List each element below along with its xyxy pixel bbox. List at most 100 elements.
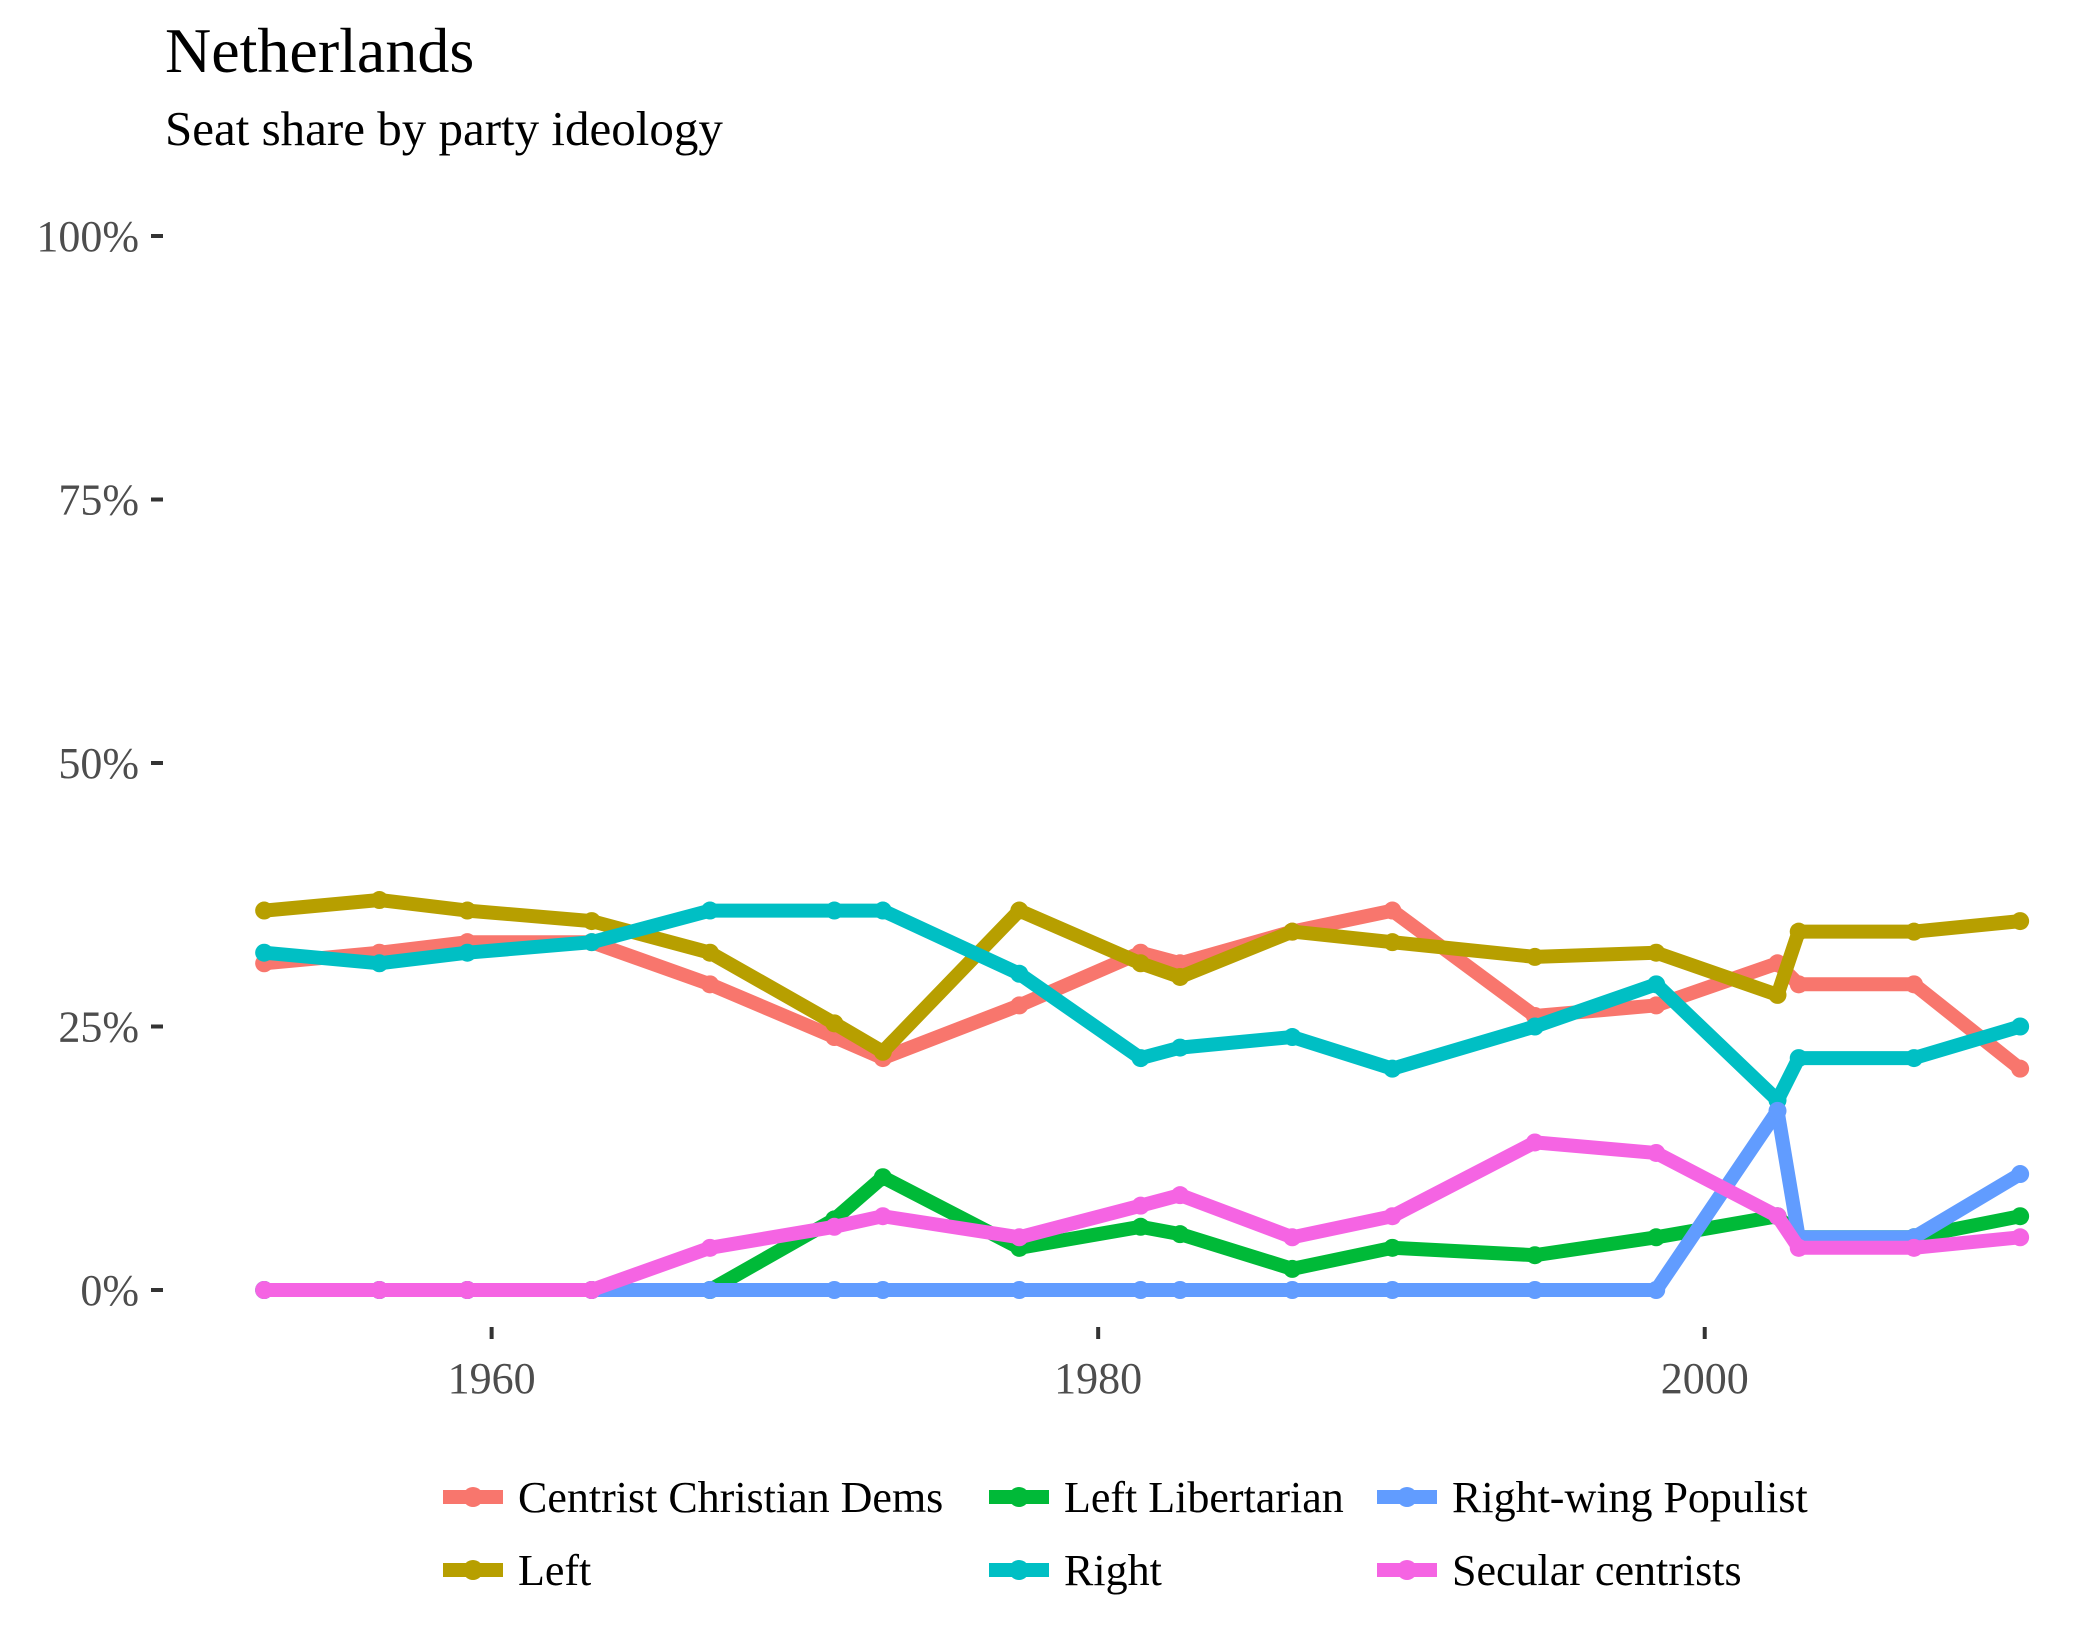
legend-label: Left (518, 1546, 591, 1595)
data-point (1010, 964, 1029, 983)
legend-label: Right-wing Populist (1452, 1473, 1808, 1522)
data-point (1383, 1281, 1402, 1299)
x-axis: 1960 1980 2000 (448, 1327, 1749, 1403)
data-point (458, 1281, 477, 1299)
data-point (1525, 1017, 1544, 1036)
data-point (825, 901, 844, 920)
data-point (1383, 1207, 1402, 1226)
legend-item-right: Right (989, 1546, 1162, 1595)
data-point (1171, 1186, 1190, 1205)
legend-item-centrist-christian-dems: Centrist Christian Dems (443, 1473, 943, 1522)
y-tick-label: 100% (36, 212, 139, 261)
data-point (1647, 1143, 1666, 1162)
chart-subtitle: Seat share by party ideology (165, 101, 723, 156)
data-point (1647, 975, 1666, 994)
x-tick-label: 1960 (448, 1354, 536, 1403)
data-point (1010, 1228, 1029, 1247)
data-point (873, 1168, 892, 1187)
legend-label: Right (1064, 1546, 1162, 1595)
data-point (1171, 1225, 1190, 1244)
data-point (2011, 1059, 2030, 1078)
data-point (1283, 922, 1302, 941)
chart-title: Netherlands (165, 15, 475, 86)
data-point (700, 1238, 719, 1257)
data-point (2011, 1207, 2030, 1226)
legend-swatch-point (463, 1487, 483, 1507)
data-point (1789, 1238, 1808, 1257)
legend-swatch-point (463, 1560, 483, 1580)
series-secular-centrists (255, 1133, 2030, 1299)
data-point (582, 1281, 601, 1299)
data-point (1171, 1038, 1190, 1057)
data-point (1283, 1228, 1302, 1247)
legend-swatch-point (1009, 1560, 1029, 1580)
legend-item-right-wing-populist: Right-wing Populist (1377, 1473, 1808, 1522)
data-point (1789, 1049, 1808, 1068)
data-point (1789, 922, 1808, 941)
data-point (825, 1281, 844, 1299)
legend: Centrist Christian Dems Left Libertarian R… (443, 1473, 1808, 1595)
data-point (582, 912, 601, 931)
y-tick-label: 0% (80, 1266, 139, 1315)
legend-label: Centrist Christian Dems (518, 1473, 943, 1522)
data-point (1525, 1281, 1544, 1299)
x-tick-label: 2000 (1661, 1354, 1749, 1403)
series-left-libertarian (255, 1168, 2030, 1299)
data-point (1010, 901, 1029, 920)
y-axis: 0% 25% 50% 75% 100% (36, 212, 163, 1315)
data-point (1647, 1281, 1666, 1299)
data-point (1131, 1281, 1150, 1299)
data-point (2011, 1165, 2030, 1184)
data-point (1647, 943, 1666, 962)
data-point (700, 975, 719, 994)
legend-swatch-point (1397, 1487, 1417, 1507)
y-tick-label: 50% (58, 739, 139, 788)
data-point (255, 1281, 274, 1299)
data-point (1789, 975, 1808, 994)
data-point (2011, 912, 2030, 931)
data-point (1131, 1217, 1150, 1236)
data-point (873, 1281, 892, 1299)
data-point (873, 1042, 892, 1061)
y-tick-label: 25% (58, 1003, 139, 1052)
data-point (1171, 1281, 1190, 1299)
data-point (1383, 1238, 1402, 1257)
data-point (1383, 901, 1402, 920)
data-point (700, 901, 719, 920)
data-point (700, 1281, 719, 1299)
data-point (1904, 975, 1923, 994)
data-point (873, 901, 892, 920)
data-point (1525, 947, 1544, 966)
plot-area (255, 891, 2030, 1299)
data-point (1768, 1101, 1787, 1120)
data-point (458, 901, 477, 920)
data-point (1283, 1028, 1302, 1047)
data-point (1131, 1049, 1150, 1068)
data-point (1647, 1228, 1666, 1247)
x-tick-label: 1980 (1054, 1354, 1142, 1403)
data-point (1768, 985, 1787, 1004)
data-point (1131, 1196, 1150, 1215)
data-point (2011, 1228, 2030, 1247)
legend-swatch-point (1397, 1560, 1417, 1580)
data-point (700, 943, 719, 962)
data-point (255, 943, 274, 962)
data-point (370, 1281, 389, 1299)
data-point (1383, 933, 1402, 952)
legend-item-left-libertarian: Left Libertarian (989, 1473, 1344, 1522)
data-point (2011, 1017, 2030, 1036)
data-point (1010, 1281, 1029, 1299)
legend-item-left: Left (443, 1546, 591, 1595)
data-point (582, 933, 601, 952)
legend-swatch-point (1009, 1487, 1029, 1507)
data-point (255, 901, 274, 920)
data-point (1904, 1238, 1923, 1257)
data-point (458, 943, 477, 962)
data-point (1171, 967, 1190, 986)
data-point (1904, 922, 1923, 941)
data-point (825, 1217, 844, 1236)
data-point (1904, 1049, 1923, 1068)
data-point (1010, 996, 1029, 1015)
data-point (873, 1207, 892, 1226)
legend-item-secular-centrists: Secular centrists (1377, 1546, 1742, 1595)
